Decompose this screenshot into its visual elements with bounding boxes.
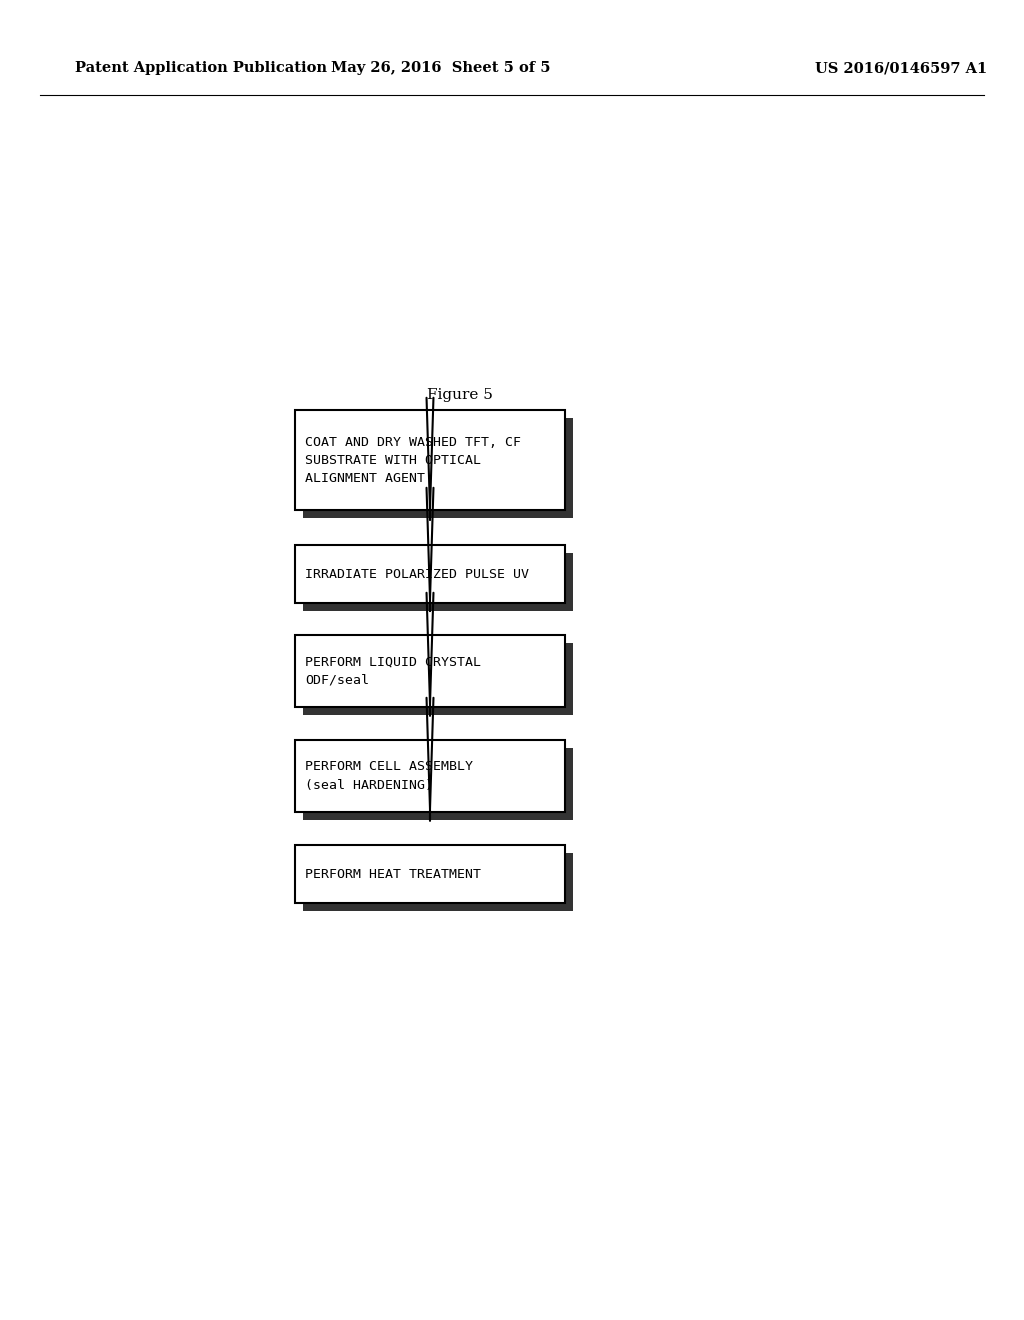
Text: Patent Application Publication: Patent Application Publication — [75, 61, 327, 75]
Bar — [295, 545, 565, 603]
Text: COAT AND DRY WASHED TFT, CF
SUBSTRATE WITH OPTICAL
ALIGNMENT AGENT: COAT AND DRY WASHED TFT, CF SUBSTRATE WI… — [305, 436, 521, 484]
Text: May 26, 2016  Sheet 5 of 5: May 26, 2016 Sheet 5 of 5 — [331, 61, 550, 75]
Text: US 2016/0146597 A1: US 2016/0146597 A1 — [815, 61, 987, 75]
Text: PERFORM CELL ASSEMBLY
(seal HARDENING): PERFORM CELL ASSEMBLY (seal HARDENING) — [305, 760, 473, 792]
Bar — [295, 845, 565, 903]
Bar — [295, 411, 565, 510]
Bar — [303, 553, 573, 611]
Bar — [295, 741, 565, 812]
Bar — [295, 635, 565, 708]
Text: Figure 5: Figure 5 — [427, 388, 493, 403]
Bar — [303, 748, 573, 820]
Text: PERFORM HEAT TREATMENT: PERFORM HEAT TREATMENT — [305, 867, 481, 880]
Text: PERFORM LIQUID CRYSTAL
ODF/seal: PERFORM LIQUID CRYSTAL ODF/seal — [305, 656, 481, 686]
Bar — [303, 853, 573, 911]
Text: IRRADIATE POLARIZED PULSE UV: IRRADIATE POLARIZED PULSE UV — [305, 568, 529, 581]
Bar — [303, 418, 573, 517]
Bar — [303, 643, 573, 715]
